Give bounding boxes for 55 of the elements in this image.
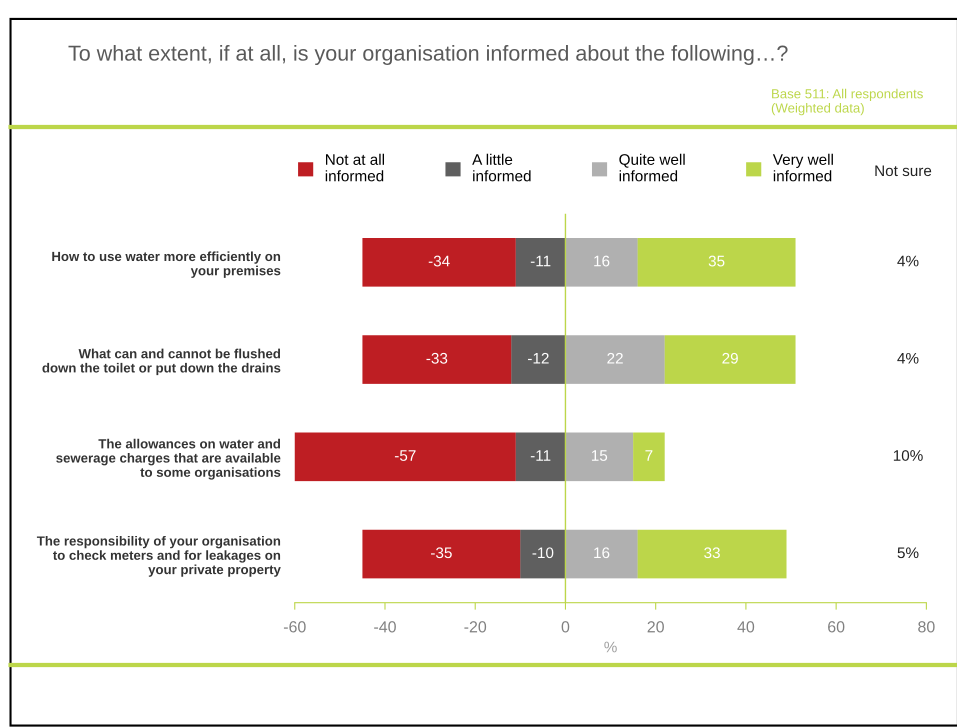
- data-label: 35: [708, 256, 724, 266]
- data-label: -11: [530, 256, 550, 266]
- bar: [516, 238, 566, 287]
- bar: [516, 432, 566, 482]
- bar: [565, 530, 638, 578]
- annotation: 10%: [894, 450, 923, 461]
- legend-label: Not at all informed: [326, 154, 384, 182]
- data-label: -34: [428, 256, 450, 266]
- bar: [565, 238, 638, 287]
- legend-label: Very well informed: [772, 154, 833, 182]
- bar: [565, 432, 634, 482]
- text: Base 511: All respondents (Weighted data): [772, 88, 923, 116]
- bar: [362, 530, 520, 578]
- bar: [633, 432, 665, 482]
- x-tick-label: 60: [828, 621, 844, 632]
- data-label: 16: [594, 547, 610, 558]
- bar: [362, 335, 512, 384]
- text: Not sure: [875, 165, 932, 176]
- data-label: -11: [530, 450, 550, 461]
- bar: [565, 335, 665, 384]
- annotation: 4%: [897, 256, 918, 266]
- x-tick-label: -60: [284, 621, 306, 632]
- bar: [638, 530, 787, 578]
- data-label: -35: [431, 547, 452, 558]
- x-tick-label: 0: [562, 621, 570, 632]
- data-label: 16: [594, 256, 610, 266]
- data-label: -10: [532, 547, 554, 558]
- legend-label: Quite well informed: [619, 154, 685, 182]
- data-label: -33: [426, 352, 448, 364]
- bar: [362, 238, 516, 287]
- annotation: 5%: [898, 547, 918, 558]
- y-tick-label: The responsibility of your organisation to check meters and for leakages on your private property: [36, 536, 281, 577]
- annotation: 4%: [897, 352, 918, 364]
- x-axis-title: %: [604, 642, 617, 652]
- data-label: 29: [722, 352, 738, 364]
- x-tick-label: -40: [374, 621, 396, 632]
- x-tick-label: -20: [464, 621, 486, 632]
- y-tick-label: How to use water more efficiently on your premises: [52, 251, 280, 278]
- x-tick-label: 40: [737, 621, 754, 632]
- bar: [664, 335, 796, 384]
- chart-title: To what extent, if at all, is your organisation informed about the following…?: [68, 44, 788, 66]
- bar: [520, 530, 566, 578]
- data-label: 15: [592, 450, 608, 461]
- bar: [638, 238, 796, 287]
- x-tick-label: 80: [918, 621, 935, 632]
- y-tick-label: What can and cannot be flushed down the toilet or put down the drains: [42, 348, 280, 376]
- data-label: -57: [394, 450, 416, 461]
- x-tick-label: 20: [648, 621, 664, 632]
- data-label: -12: [528, 352, 549, 364]
- legend-label: A little informed: [472, 154, 531, 182]
- data-label: 7: [645, 450, 652, 461]
- y-tick-label: The allowances on water and sewerage charges that are available to some organisations: [56, 438, 280, 480]
- bar: [511, 335, 566, 384]
- data-label: 33: [704, 547, 720, 558]
- data-label: 22: [607, 352, 623, 364]
